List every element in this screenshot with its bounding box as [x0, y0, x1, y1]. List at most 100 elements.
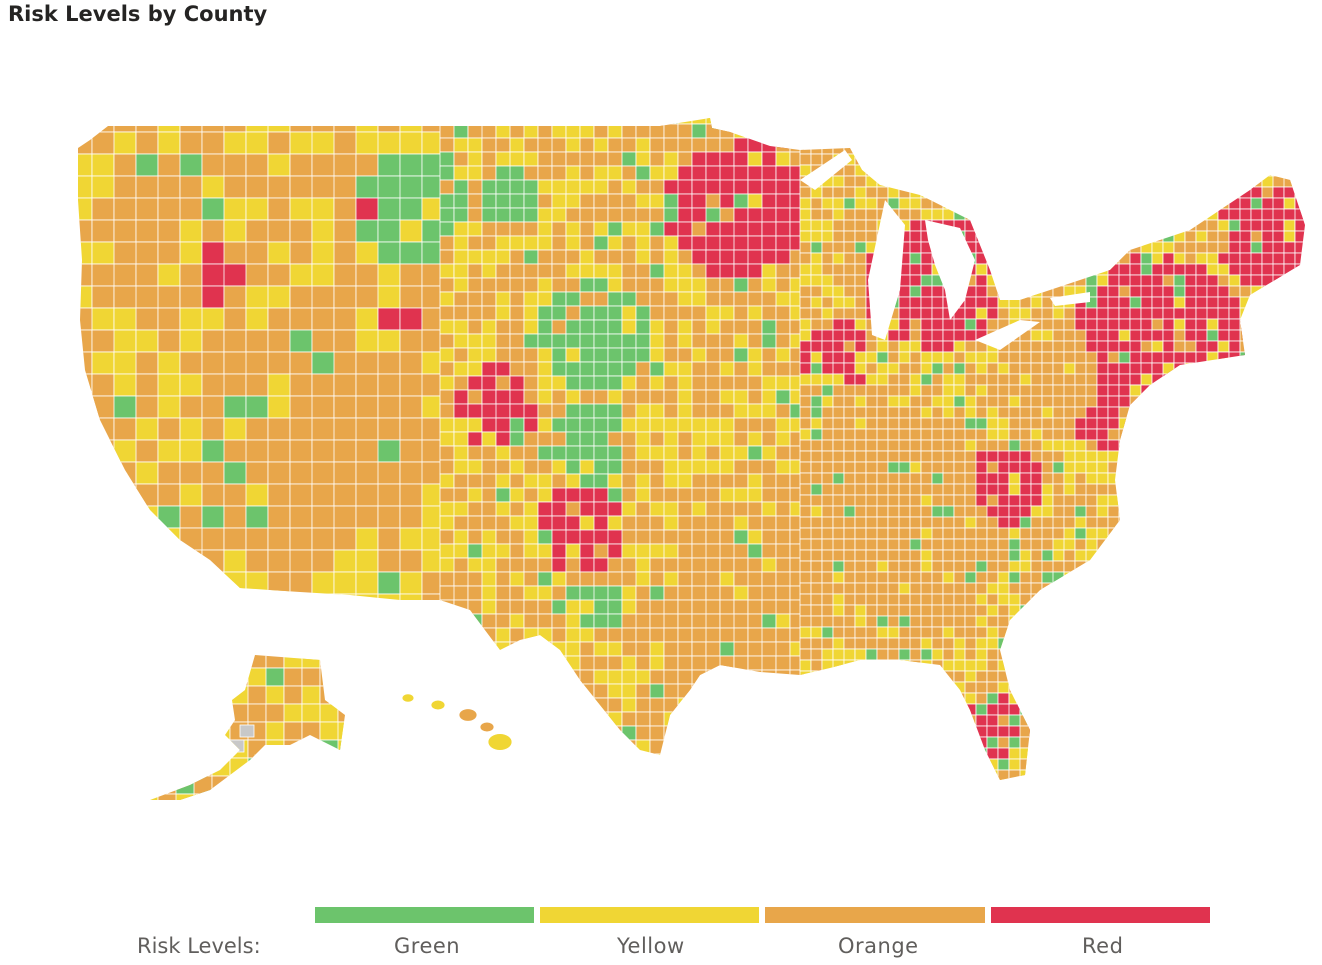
county-cell[interactable]: [453, 165, 469, 181]
county-cell[interactable]: [909, 571, 922, 584]
county-cell[interactable]: [495, 389, 511, 405]
county-cell[interactable]: [179, 263, 203, 287]
county-cell[interactable]: [565, 599, 581, 615]
county-cell[interactable]: [1118, 318, 1131, 331]
county-cell[interactable]: [1019, 681, 1032, 694]
county-cell[interactable]: [579, 557, 595, 573]
county-cell[interactable]: [832, 560, 845, 573]
county-cell[interactable]: [1129, 670, 1142, 683]
county-cell[interactable]: [267, 351, 291, 375]
county-cell[interactable]: [439, 249, 455, 265]
county-cell[interactable]: [865, 153, 878, 166]
county-cell[interactable]: [1294, 230, 1306, 243]
county-cell[interactable]: [832, 725, 845, 738]
county-cell[interactable]: [1118, 538, 1142, 551]
county-cell[interactable]: [495, 627, 511, 643]
county-cell[interactable]: [245, 373, 269, 397]
county-cell[interactable]: [1206, 186, 1219, 199]
county-cell[interactable]: [942, 571, 955, 584]
county-cell[interactable]: [854, 406, 867, 419]
county-cell[interactable]: [1074, 307, 1087, 320]
county-cell[interactable]: [1096, 681, 1120, 694]
county-cell[interactable]: [1250, 186, 1263, 199]
county-cell[interactable]: [1118, 208, 1131, 221]
county-cell[interactable]: [1140, 439, 1153, 452]
county-cell[interactable]: [319, 685, 339, 705]
county-cell[interactable]: [1272, 428, 1296, 441]
county-cell[interactable]: [810, 516, 823, 529]
county-cell[interactable]: [799, 274, 812, 287]
county-cell[interactable]: [663, 459, 679, 475]
county-cell[interactable]: [179, 505, 203, 529]
county-cell[interactable]: [1206, 153, 1219, 166]
county-cell[interactable]: [1294, 219, 1306, 232]
county-cell[interactable]: [551, 389, 567, 405]
county-cell[interactable]: [1151, 329, 1164, 342]
county-risk-map[interactable]: [0, 0, 1322, 880]
county-cell[interactable]: [821, 692, 834, 705]
county-cell[interactable]: [964, 186, 988, 199]
county-cell[interactable]: [832, 461, 845, 474]
county-cell[interactable]: [245, 395, 269, 419]
county-cell[interactable]: [157, 373, 181, 397]
county-cell[interactable]: [157, 131, 181, 155]
county-cell[interactable]: [854, 384, 867, 397]
county-cell[interactable]: [635, 207, 651, 223]
county-cell[interactable]: [140, 793, 159, 812]
county-cell[interactable]: [635, 151, 651, 167]
county-cell[interactable]: [677, 739, 693, 755]
county-cell[interactable]: [898, 428, 911, 441]
county-cell[interactable]: [1195, 417, 1208, 430]
county-cell[interactable]: [810, 230, 823, 243]
county-cell[interactable]: [942, 131, 966, 144]
county-cell[interactable]: [1151, 549, 1164, 562]
county-cell[interactable]: [267, 285, 291, 309]
county-cell[interactable]: [1030, 659, 1054, 672]
county-cell[interactable]: [810, 670, 834, 683]
county-cell[interactable]: [909, 230, 922, 243]
county-cell[interactable]: [843, 692, 856, 705]
county-cell[interactable]: [1283, 560, 1306, 573]
county-cell[interactable]: [565, 473, 581, 489]
county-cell[interactable]: [1294, 681, 1306, 694]
county-cell[interactable]: [523, 333, 539, 349]
county-cell[interactable]: [565, 417, 581, 433]
county-cell[interactable]: [551, 571, 567, 587]
county-cell[interactable]: [1151, 516, 1164, 529]
county-cell[interactable]: [1151, 296, 1164, 309]
county-cell[interactable]: [1140, 175, 1153, 188]
hawaii-county[interactable]: [401, 693, 415, 703]
county-cell[interactable]: [799, 637, 812, 650]
county-cell[interactable]: [997, 110, 1021, 122]
county-cell[interactable]: [942, 395, 955, 408]
county-cell[interactable]: [1063, 241, 1076, 254]
county-cell[interactable]: [1129, 219, 1142, 232]
county-cell[interactable]: [1096, 120, 1120, 133]
county-cell[interactable]: [1206, 747, 1219, 760]
county-cell[interactable]: [1075, 781, 1086, 792]
county-cell[interactable]: [1052, 428, 1065, 441]
county-cell[interactable]: [1162, 230, 1175, 243]
county-cell[interactable]: [719, 655, 735, 671]
county-cell[interactable]: [747, 711, 777, 727]
county-cell[interactable]: [931, 626, 944, 639]
county-cell[interactable]: [1250, 340, 1263, 353]
county-cell[interactable]: [509, 221, 525, 237]
county-cell[interactable]: [691, 361, 707, 377]
county-cell[interactable]: [1096, 186, 1109, 199]
county-cell[interactable]: [865, 197, 878, 210]
county-cell[interactable]: [775, 333, 791, 349]
county-cell[interactable]: [551, 403, 567, 419]
county-cell[interactable]: [887, 186, 900, 199]
county-cell[interactable]: [909, 670, 922, 683]
county-cell[interactable]: [1140, 340, 1153, 353]
county-cell[interactable]: [1294, 329, 1317, 342]
county-cell[interactable]: [898, 285, 911, 298]
county-cell[interactable]: [135, 153, 159, 177]
county-cell[interactable]: [1173, 428, 1186, 441]
county-cell[interactable]: [663, 627, 679, 643]
county-cell[interactable]: [1151, 538, 1164, 551]
county-cell[interactable]: [986, 351, 999, 364]
county-cell[interactable]: [1283, 274, 1306, 287]
county-cell[interactable]: [523, 123, 539, 139]
